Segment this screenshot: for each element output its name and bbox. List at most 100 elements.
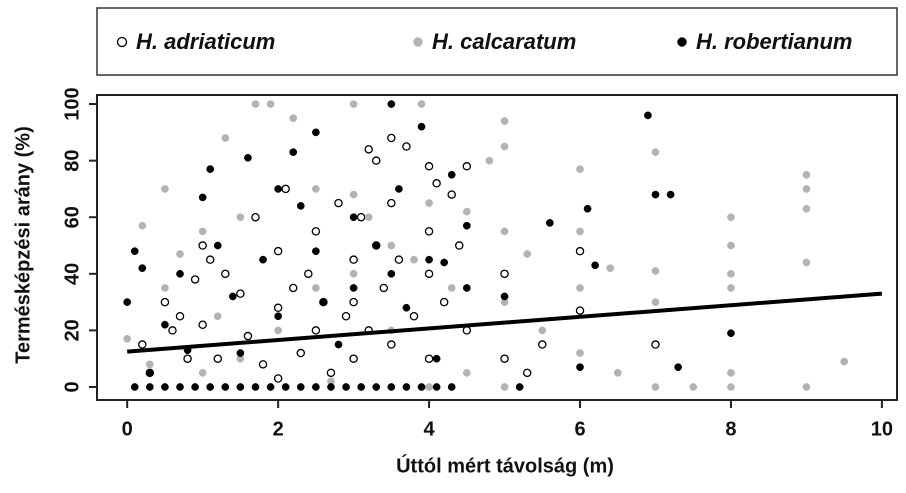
point [304, 269, 313, 279]
point [439, 297, 449, 307]
legend-label: H. adriaticum [136, 29, 275, 54]
point [651, 340, 660, 349]
point [727, 241, 735, 250]
point [387, 340, 396, 349]
point [651, 148, 660, 157]
point [425, 255, 433, 264]
point [727, 383, 735, 391]
x-tick-label: 0 [122, 418, 133, 440]
legend-marker [677, 37, 687, 47]
point [395, 185, 403, 193]
point [462, 326, 472, 335]
legend-marker [116, 36, 128, 48]
point [387, 133, 396, 143]
trend-line [127, 291, 883, 354]
y-tick-label: 20 [61, 319, 83, 341]
point [176, 250, 184, 258]
point [251, 383, 260, 391]
legend-marker [413, 37, 423, 47]
point [606, 264, 615, 273]
point [266, 383, 275, 391]
point [273, 246, 283, 256]
point [613, 368, 622, 377]
point [266, 100, 275, 108]
point [236, 349, 245, 357]
point [538, 340, 547, 349]
y-tick-label: 80 [61, 150, 83, 172]
point [394, 255, 404, 264]
point [575, 306, 585, 315]
point [349, 297, 358, 307]
point [666, 190, 675, 199]
legend-box [96, 7, 898, 76]
point [160, 297, 170, 307]
point [349, 354, 358, 363]
point [206, 383, 215, 391]
point [198, 320, 207, 329]
point [312, 383, 320, 391]
point [243, 331, 253, 341]
point [161, 284, 169, 292]
point [424, 227, 434, 236]
point [576, 227, 584, 236]
point [213, 312, 222, 321]
point [387, 269, 396, 278]
point [364, 145, 373, 154]
point [432, 179, 441, 188]
y-tick-label: 100 [61, 87, 83, 120]
point [175, 312, 185, 321]
point [288, 283, 298, 293]
point [500, 292, 509, 301]
point [424, 162, 434, 171]
point [500, 383, 509, 391]
point [168, 326, 177, 335]
point [387, 198, 396, 208]
point [342, 383, 350, 391]
point [424, 354, 434, 363]
point [417, 383, 426, 391]
point [644, 111, 652, 120]
point [462, 368, 471, 377]
point [576, 363, 584, 372]
point [387, 241, 396, 250]
point [576, 165, 584, 173]
point [500, 269, 509, 279]
y-axis-label: Termésképzési arány (%) [12, 126, 34, 364]
point [296, 202, 305, 210]
point [425, 199, 433, 207]
point [447, 170, 456, 179]
point [349, 190, 358, 199]
point [327, 383, 335, 391]
point [176, 269, 184, 278]
point [500, 117, 509, 125]
point [273, 374, 283, 383]
point [462, 207, 471, 216]
point [387, 100, 396, 108]
point [221, 269, 230, 279]
point [689, 383, 698, 391]
point [296, 348, 306, 358]
point [364, 213, 373, 222]
point [145, 360, 154, 369]
point [228, 292, 237, 301]
point [432, 354, 441, 363]
point [138, 264, 147, 273]
point [213, 354, 223, 363]
point [213, 241, 222, 250]
point [296, 383, 305, 391]
x-tick-label: 10 [871, 418, 893, 440]
point [326, 368, 336, 378]
point [311, 326, 321, 335]
point [402, 142, 411, 151]
point [515, 383, 524, 391]
point [244, 153, 252, 162]
point [123, 298, 132, 306]
point [591, 261, 599, 270]
x-tick-label: 8 [725, 418, 736, 440]
point [538, 326, 547, 335]
point [274, 312, 282, 321]
point [274, 185, 282, 193]
point [198, 193, 207, 202]
point [424, 269, 434, 279]
point [462, 221, 471, 230]
